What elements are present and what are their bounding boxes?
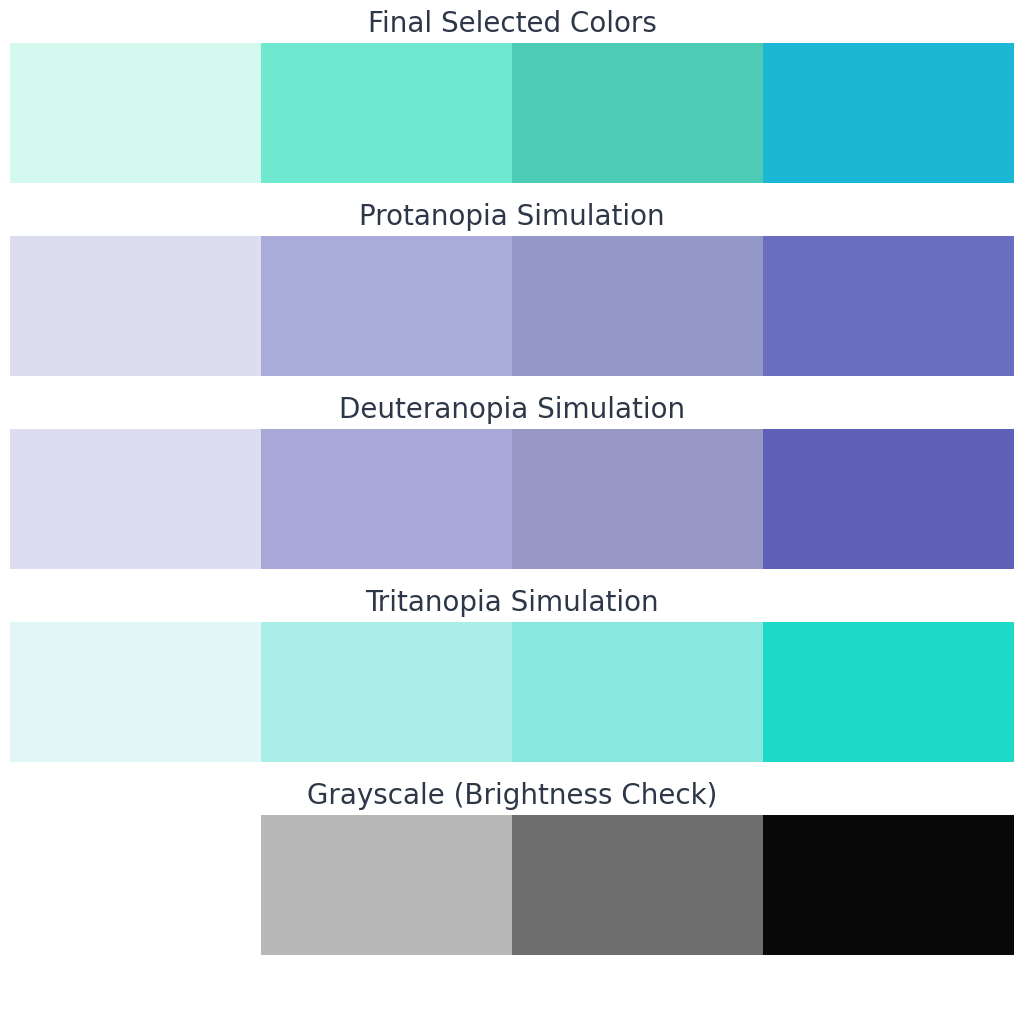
Text: Final Selected Colors: Final Selected Colors xyxy=(368,10,656,38)
Text: Tritanopia Simulation: Tritanopia Simulation xyxy=(366,589,658,617)
Text: Protanopia Simulation: Protanopia Simulation xyxy=(359,203,665,231)
Text: Deuteranopia Simulation: Deuteranopia Simulation xyxy=(339,396,685,424)
Text: Grayscale (Brightness Check): Grayscale (Brightness Check) xyxy=(307,782,717,810)
